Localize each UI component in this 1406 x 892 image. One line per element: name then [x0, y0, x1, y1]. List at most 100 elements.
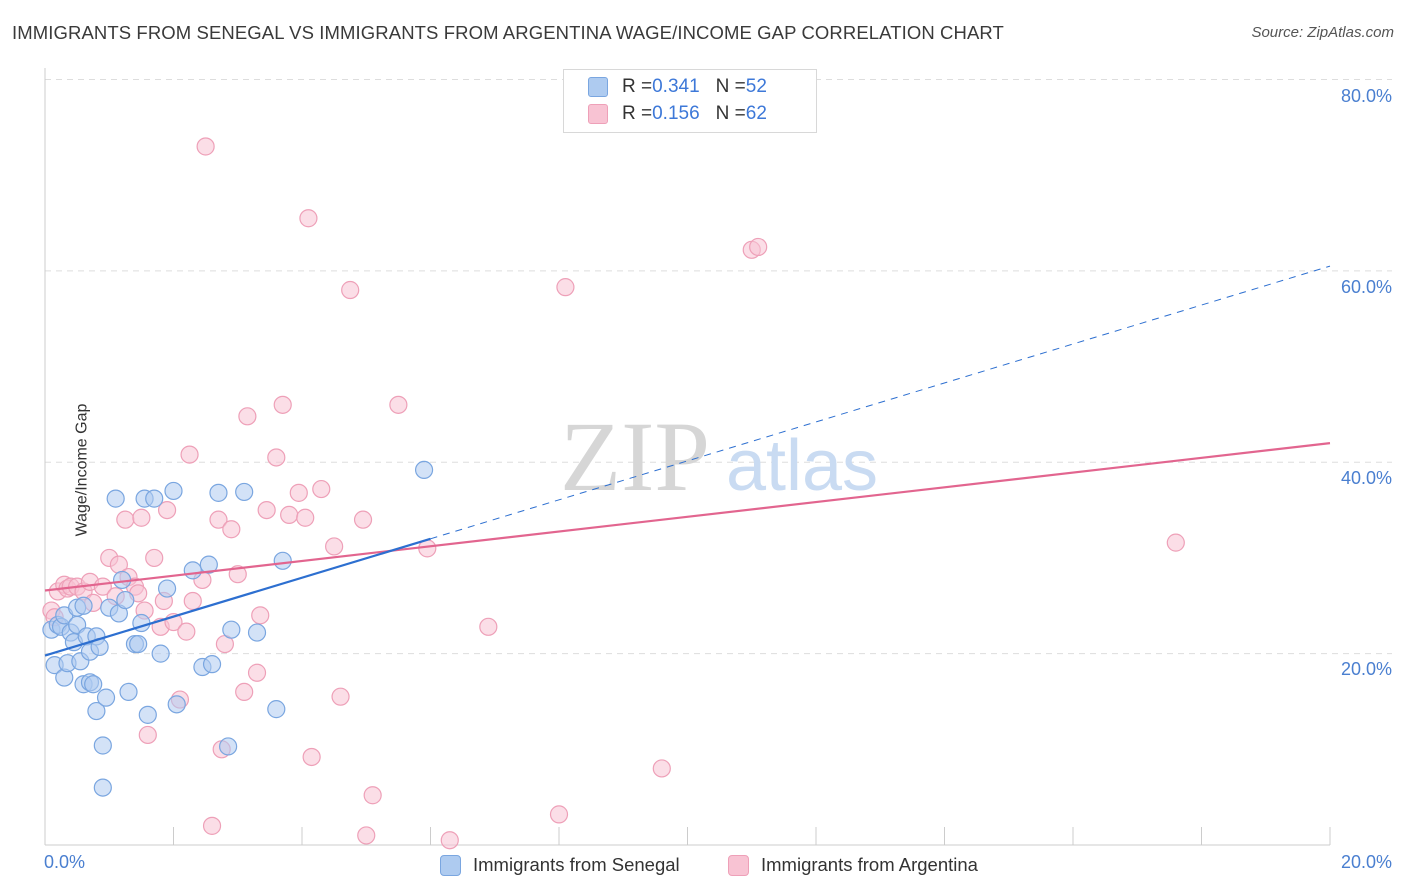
- n-value-argentina: 62: [745, 103, 767, 124]
- senegal-point: [93, 736, 112, 755]
- argentina-trend-line: [44, 442, 1331, 592]
- x-tick-min: 0.0%: [44, 852, 86, 872]
- senegal-point: [235, 482, 254, 502]
- legend-item-argentina: Immigrants from Argentina: [728, 852, 978, 878]
- watermark: ZIP atlas: [560, 401, 878, 512]
- senegal-legend-swatch: [440, 854, 461, 876]
- senegal-point: [129, 634, 148, 654]
- senegal-trend-extension: [430, 265, 1331, 540]
- senegal-point: [202, 655, 222, 674]
- senegal-point: [151, 644, 170, 663]
- r-label: R =: [622, 103, 653, 124]
- argentina-point: [222, 520, 241, 539]
- senegal-point: [209, 483, 228, 502]
- argentina-point: [440, 831, 459, 850]
- senegal-point: [84, 675, 103, 694]
- argentina-point: [749, 237, 768, 257]
- y-tick-40: 40.0%: [1340, 468, 1392, 488]
- r-value-senegal: 0.341: [652, 76, 700, 97]
- argentina-point: [235, 682, 254, 702]
- argentina-point: [247, 663, 267, 682]
- argentina-point: [312, 479, 331, 499]
- watermark-zip: ZIP: [560, 401, 710, 512]
- senegal-point: [273, 551, 292, 570]
- watermark-atlas: atlas: [726, 426, 878, 506]
- x-tick-max: 20.0%: [1340, 852, 1392, 872]
- argentina-legend-label: Immigrants from Argentina: [761, 854, 978, 875]
- senegal-point: [222, 620, 241, 639]
- argentina-point: [325, 537, 344, 556]
- n-label: N =: [715, 103, 746, 124]
- argentina-point: [341, 280, 360, 300]
- n-label: N =: [715, 76, 746, 97]
- argentina-point: [196, 137, 215, 156]
- argentina-point: [289, 483, 308, 502]
- argentina-point: [180, 445, 199, 464]
- senegal-swatch: [588, 77, 608, 97]
- senegal-point: [87, 701, 106, 721]
- argentina-point: [209, 510, 228, 529]
- argentina-point: [280, 505, 299, 524]
- argentina-point: [251, 606, 270, 625]
- argentina-point: [652, 759, 671, 778]
- argentina-point: [357, 826, 376, 845]
- argentina-point: [331, 687, 350, 706]
- series-senegal: [42, 460, 434, 797]
- senegal-point: [167, 695, 186, 714]
- argentina-point: [363, 786, 382, 805]
- senegal-point: [93, 778, 112, 797]
- senegal-point: [199, 555, 218, 574]
- senegal-point: [247, 623, 267, 642]
- argentina-point: [177, 622, 196, 641]
- argentina-legend-swatch: [728, 854, 749, 876]
- r-label: R =: [622, 76, 653, 97]
- senegal-point: [116, 590, 135, 610]
- y-tick-60: 60.0%: [1340, 277, 1392, 297]
- senegal-point: [74, 596, 93, 615]
- senegal-point: [183, 561, 202, 580]
- argentina-point: [1166, 533, 1185, 552]
- senegal-point: [96, 688, 116, 707]
- legend-row-senegal: R = 0.341 N = 52: [588, 75, 783, 99]
- y-tick-20: 20.0%: [1340, 659, 1392, 679]
- y-axis-label: Wage/Income Gap: [73, 403, 91, 537]
- senegal-point: [145, 489, 164, 508]
- senegal-point: [119, 682, 138, 702]
- argentina-point: [132, 508, 151, 527]
- argentina-point: [145, 548, 164, 568]
- axes: [44, 68, 1331, 846]
- argentina-point: [238, 407, 257, 426]
- argentina-point: [479, 617, 498, 636]
- argentina-point: [353, 510, 373, 529]
- correlation-legend: R = 0.341 N = 52 R = 0.156 N = 62: [563, 69, 817, 133]
- argentina-point: [299, 209, 318, 228]
- senegal-point: [219, 737, 238, 756]
- r-value-argentina: 0.156: [652, 103, 700, 124]
- senegal-point: [106, 489, 125, 508]
- senegal-point: [267, 700, 286, 719]
- senegal-point: [414, 460, 434, 480]
- argentina-point: [157, 500, 177, 520]
- argentina-point: [302, 747, 321, 767]
- argentina-point: [202, 816, 222, 835]
- argentina-point: [296, 508, 315, 527]
- argentina-point: [556, 278, 575, 297]
- senegal-point: [164, 481, 183, 501]
- argentina-point: [257, 500, 276, 520]
- source-label: Source: ZipAtlas.com: [1251, 24, 1394, 41]
- argentina-point: [273, 395, 292, 414]
- senegal-point: [138, 705, 157, 724]
- legend-row-argentina: R = 0.156 N = 62: [588, 102, 783, 126]
- argentina-swatch: [588, 104, 608, 124]
- chart-title: IMMIGRANTS FROM SENEGAL VS IMMIGRANTS FR…: [12, 22, 1004, 43]
- senegal-point: [157, 579, 177, 598]
- argentina-point: [267, 448, 286, 467]
- senegal-trend-line: [44, 537, 431, 657]
- argentina-point: [389, 395, 408, 414]
- argentina-point: [549, 805, 569, 824]
- senegal-legend-label: Immigrants from Senegal: [473, 854, 680, 875]
- trend-lines: [44, 265, 1331, 657]
- argentina-point: [138, 725, 157, 745]
- y-tick-80: 80.0%: [1340, 86, 1392, 106]
